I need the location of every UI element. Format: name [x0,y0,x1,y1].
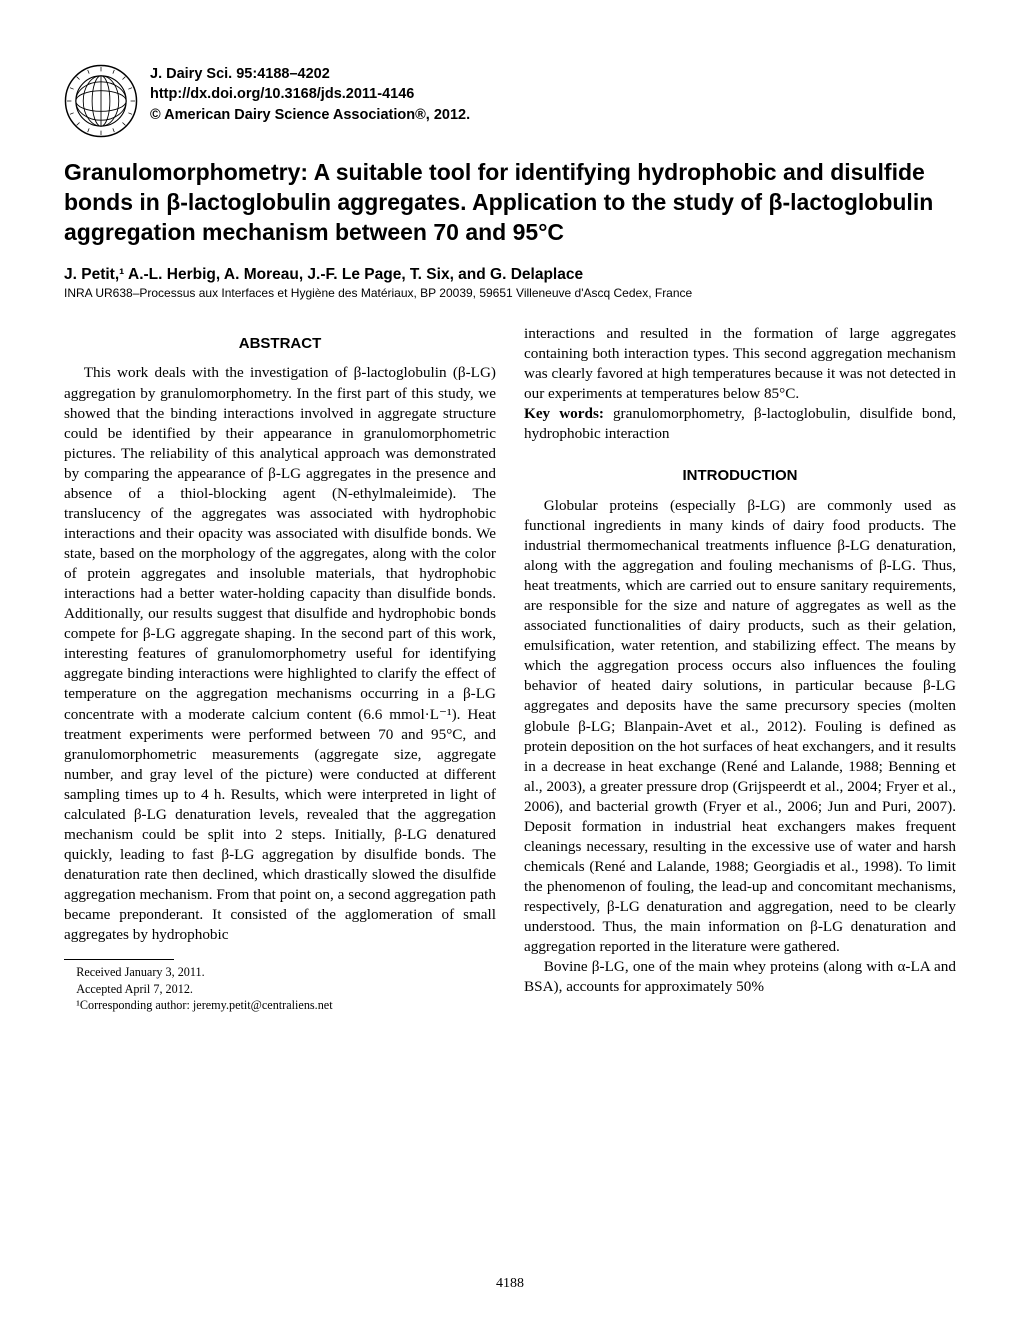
corresponding-author: ¹Corresponding author: jeremy.petit@cent… [64,997,496,1013]
footnote-rule [64,959,174,960]
received-date: Received January 3, 2011. [64,964,496,980]
globe-seal-icon [64,64,138,138]
article-title: Granulomorphometry: A suitable tool for … [64,158,956,248]
page-number: 4188 [0,1276,1020,1292]
copyright-line: © American Dairy Science Association®, 2… [150,105,470,125]
keywords-label: Key words: [524,405,604,422]
doi-link[interactable]: http://dx.doi.org/10.3168/jds.2011-4146 [150,84,470,104]
journal-logo [64,64,138,138]
introduction-para-2: Bovine β-LG, one of the main whey protei… [524,957,956,997]
introduction-heading: INTRODUCTION [524,466,956,486]
abstract-body-2: interactions and resulted in the formati… [524,324,956,404]
accepted-date: Accepted April 7, 2012. [64,981,496,997]
keywords-line: Key words: granulomorphometry, β-lactogl… [524,404,956,444]
body-columns: ABSTRACT This work deals with the invest… [64,324,956,1014]
introduction-para-1: Globular proteins (especially β-LG) are … [524,496,956,957]
affiliation-line: INRA UR638–Processus aux Interfaces et H… [64,286,956,300]
journal-reference: J. Dairy Sci. 95:4188–4202 [150,64,470,84]
footnotes: Received January 3, 2011. Accepted April… [64,964,496,1013]
abstract-body-1: This work deals with the investigation o… [64,363,496,945]
header-info: J. Dairy Sci. 95:4188–4202 http://dx.doi… [150,64,470,125]
authors-line: J. Petit,¹ A.-L. Herbig, A. Moreau, J.-F… [64,266,956,284]
abstract-heading: ABSTRACT [64,334,496,354]
article-header: J. Dairy Sci. 95:4188–4202 http://dx.doi… [64,64,956,138]
